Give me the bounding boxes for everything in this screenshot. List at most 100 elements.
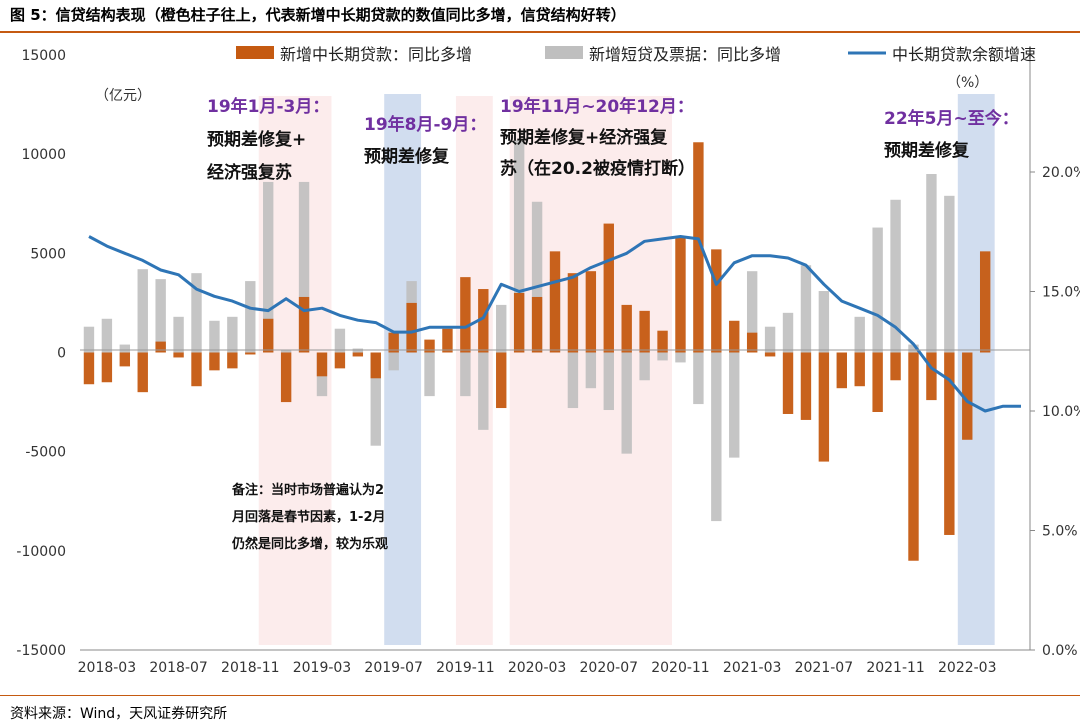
short-term-bill-bar	[137, 269, 148, 353]
short-term-bill-bar	[567, 352, 579, 409]
period-annotation-text: 预期差修复+经济强复	[500, 127, 668, 148]
long-term-loan-bar	[478, 289, 489, 353]
short-term-bill-bar	[854, 316, 865, 353]
long-term-loan-bar	[926, 352, 937, 401]
long-term-loan-bar	[800, 352, 812, 420]
growth-line-series	[88, 235, 1021, 413]
chart: 15000 10000 5000 0 -5000 -10000 -15000 20.0% 15.…	[16, 45, 1080, 676]
short-term-bill-bar	[800, 265, 812, 353]
short-term-bill-bar	[729, 352, 740, 458]
short-term-bill-bar	[227, 316, 238, 353]
long-term-loan-bar	[442, 328, 453, 353]
long-term-loan-bar	[603, 223, 614, 353]
short-term-bill-bar	[119, 344, 131, 353]
x-axis-tick-label: 2018-11	[221, 660, 280, 676]
annotations: 19年1月-3月： 预期差修复+ 经济强复苏 19年8月-9月： 预期差修复 19年11月…	[207, 96, 1019, 552]
legend-swatch	[545, 46, 583, 59]
short-term-bill-bar	[585, 352, 597, 389]
short-term-bill-bar	[531, 201, 543, 353]
short-term-bill-bar	[764, 326, 776, 353]
short-term-bill-bar	[478, 352, 489, 430]
left-axis-tick-label: 5000	[30, 246, 66, 262]
x-axis-tick-label: 2020-03	[508, 660, 567, 676]
short-term-bill-bar	[263, 181, 274, 353]
x-axis-tick-label: 2020-11	[651, 660, 710, 676]
period-annotation-heading: 19年11月~20年12月：	[500, 96, 694, 117]
legend-swatch	[236, 46, 274, 59]
long-term-loan-bar	[639, 310, 650, 353]
long-term-loan-bar	[263, 318, 274, 353]
long-term-loan-bar	[316, 352, 328, 377]
long-term-loan-bar	[531, 296, 543, 353]
long-term-loan-bar	[173, 352, 184, 358]
long-term-loan-bar	[209, 352, 220, 371]
period-annotation-heading: 19年8月-9月：	[364, 114, 486, 135]
long-term-loan-bar	[496, 352, 507, 409]
short-term-bill-bar	[496, 304, 507, 353]
legend-label: 新增中长期贷款：同比多增	[280, 45, 472, 64]
long-term-loan-bar	[944, 352, 955, 535]
short-term-bill-bar	[926, 174, 937, 353]
long-term-loan-bar	[549, 251, 561, 353]
short-term-bill-bar	[209, 320, 220, 353]
short-term-bill-bar	[334, 328, 346, 353]
long-term-loan-bar	[83, 352, 95, 385]
x-axis-tick-label: 2021-03	[723, 660, 782, 676]
short-term-bill-bar	[388, 352, 399, 371]
long-term-loan-bar	[334, 352, 346, 369]
x-axis-tick-label: 2019-03	[293, 660, 352, 676]
short-term-bill-bar	[693, 352, 704, 405]
period-annotation-text: 预期差修复	[884, 140, 970, 161]
long-term-loan-bar	[621, 304, 632, 353]
long-term-loan-bar	[406, 302, 417, 353]
legend: 新增中长期贷款：同比多增 新增短贷及票据：同比多增 中长期贷款余额增速	[236, 45, 1036, 64]
long-term-loan-bar	[675, 237, 686, 353]
short-term-bill-bar	[711, 352, 722, 522]
short-term-bill-bar	[818, 291, 830, 353]
long-term-loan-bar	[370, 352, 381, 379]
long-term-loan-bar	[513, 293, 525, 353]
x-axis-tick-label: 2019-07	[364, 660, 423, 676]
short-term-bill-bar	[621, 352, 632, 454]
short-term-bill-bar	[280, 350, 292, 353]
x-axis-tick-label: 2022-03	[938, 660, 997, 676]
figure-title: 图 5：信贷结构表现（橙色柱子往上，代表新增中长期贷款的数值同比多增，信贷结构好…	[10, 6, 626, 24]
long-term-loan-bar	[746, 332, 758, 353]
short-term-bill-bar	[675, 352, 686, 363]
x-axis-tick-label: 2020-07	[580, 660, 639, 676]
long-term-loan-bar	[818, 352, 830, 462]
short-term-bill-bar	[460, 352, 471, 397]
x-axis-tick-label: 2018-03	[78, 660, 137, 676]
long-term-loan-bar	[191, 352, 202, 387]
long-term-loan-bar	[693, 142, 704, 353]
left-axis-tick-label: 0	[57, 346, 66, 362]
short-term-bill-bar	[782, 312, 794, 353]
period-annotation-heading: 19年1月-3月：	[207, 96, 329, 117]
long-term-loan-bar	[227, 352, 238, 369]
short-term-bill-bar	[370, 352, 381, 446]
x-axis-tick-label: 2021-07	[795, 660, 854, 676]
short-term-bill-bar	[872, 227, 883, 353]
long-term-loan-bar	[101, 352, 113, 383]
short-term-bill-bar	[513, 140, 525, 353]
period-annotation-heading: 22年5月~至今：	[884, 108, 1019, 129]
axes	[80, 55, 1031, 651]
short-term-bill-bar	[639, 352, 650, 381]
bottom-rule	[0, 695, 1080, 696]
long-term-loan-bar	[460, 277, 471, 353]
period-annotation-text: 苏（在20.2被疫情打断）	[500, 158, 695, 179]
long-term-loan-bar	[298, 296, 310, 353]
left-axis-tick-label: -10000	[16, 544, 66, 560]
legend-label: 新增短贷及票据：同比多增	[589, 45, 781, 64]
period-annotation-text: 经济强复苏	[207, 162, 292, 183]
short-term-bill-bar	[245, 281, 256, 353]
note-text: 仍然是同比多增，较为乐观	[231, 536, 388, 552]
long-term-loan-bar	[854, 352, 865, 387]
legend-label: 中长期贷款余额增速	[892, 45, 1036, 64]
x-axis-tick-label: 2019-11	[436, 660, 495, 676]
long-term-loan-bar	[764, 352, 776, 357]
long-term-loan-bar	[908, 352, 919, 561]
long-term-loan-bar	[872, 352, 883, 412]
top-rule	[0, 31, 1080, 33]
long-term-loan-bar	[424, 339, 435, 353]
